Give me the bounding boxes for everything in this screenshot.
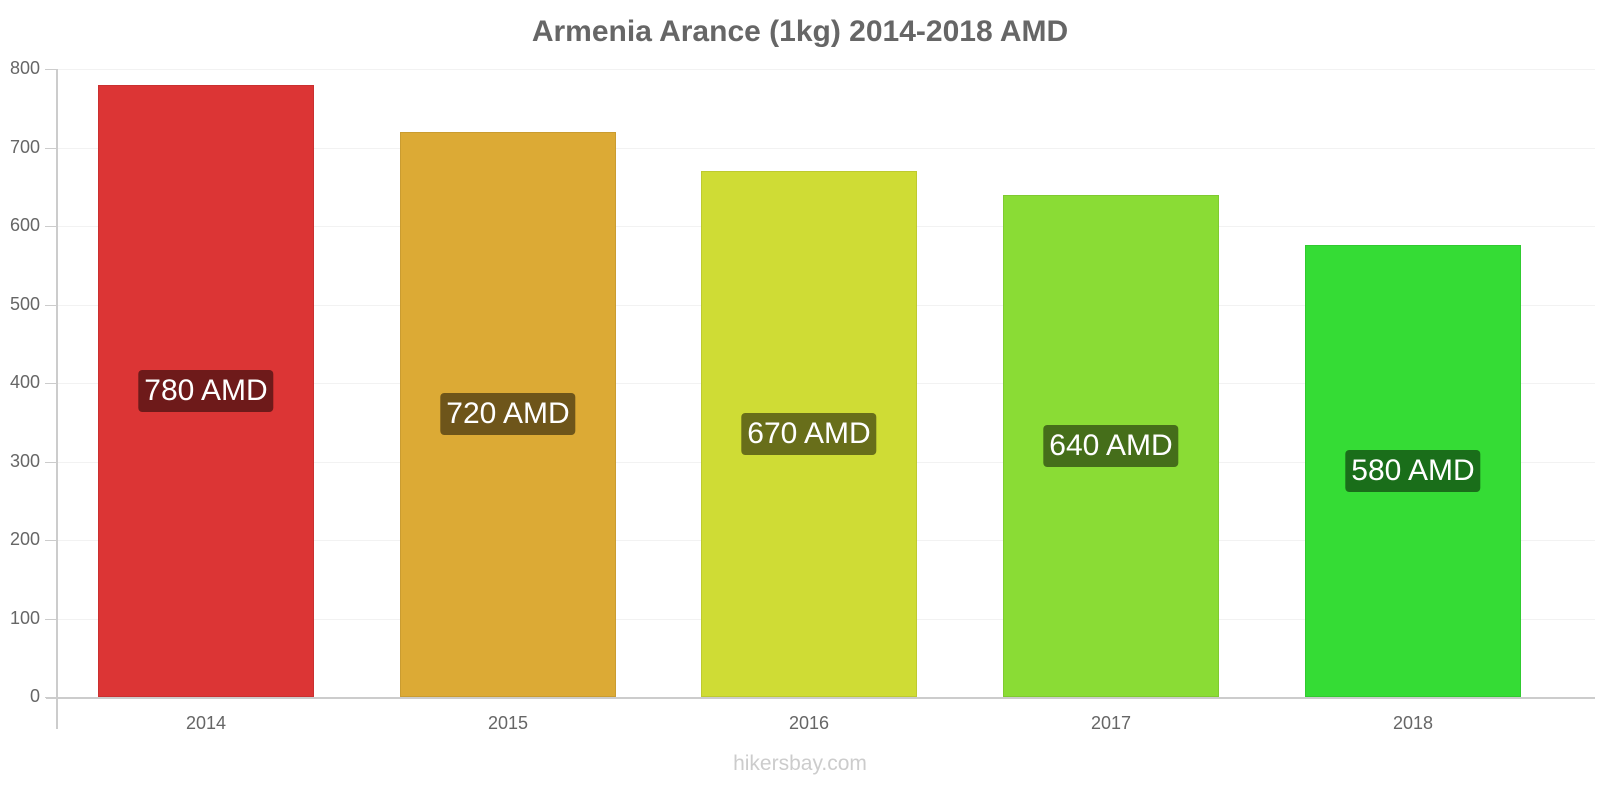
- y-tick-mark: [45, 226, 56, 227]
- y-tick-mark: [45, 305, 56, 306]
- watermark: hikersbay.com: [733, 752, 867, 775]
- y-tick-label: 500: [9, 293, 40, 314]
- bar-value-label: 640 AMD: [1043, 424, 1179, 467]
- y-tick-label: 100: [9, 607, 40, 628]
- x-tick-label: 2016: [788, 713, 830, 733]
- y-tick-mark: [45, 148, 56, 149]
- gridline: [57, 148, 1595, 149]
- bar-value-label: 670 AMD: [741, 413, 877, 456]
- gridline: [57, 69, 1595, 70]
- bar-value-label: 780 AMD: [138, 369, 274, 412]
- bar-value-label: 580 AMD: [1345, 449, 1481, 492]
- bar-value-label: 720 AMD: [440, 393, 576, 436]
- y-tick-label: 300: [9, 450, 40, 471]
- x-tick-label: 2014: [185, 713, 227, 733]
- y-tick-mark: [45, 462, 56, 463]
- y-tick-mark: [45, 540, 56, 541]
- y-tick-label: 600: [9, 215, 40, 235]
- y-tick-mark: [45, 383, 56, 384]
- x-tick-label: 2017: [1090, 713, 1132, 733]
- chart-title: Armenia Arance (1kg) 2014-2018 AMD: [531, 15, 1069, 48]
- x-tick-label: 2018: [1392, 713, 1434, 733]
- y-tick-mark: [45, 619, 56, 620]
- y-tick-label: 400: [9, 372, 40, 392]
- y-tick-mark: [45, 69, 56, 70]
- y-tick-label: 200: [9, 529, 40, 549]
- y-tick-label: 700: [9, 136, 40, 157]
- x-axis-line: [46, 697, 1595, 699]
- x-tick-label: 2015: [487, 713, 529, 733]
- y-axis-line: [56, 69, 58, 729]
- y-tick-label: 800: [9, 58, 40, 78]
- y-tick-label: 0: [29, 686, 40, 706]
